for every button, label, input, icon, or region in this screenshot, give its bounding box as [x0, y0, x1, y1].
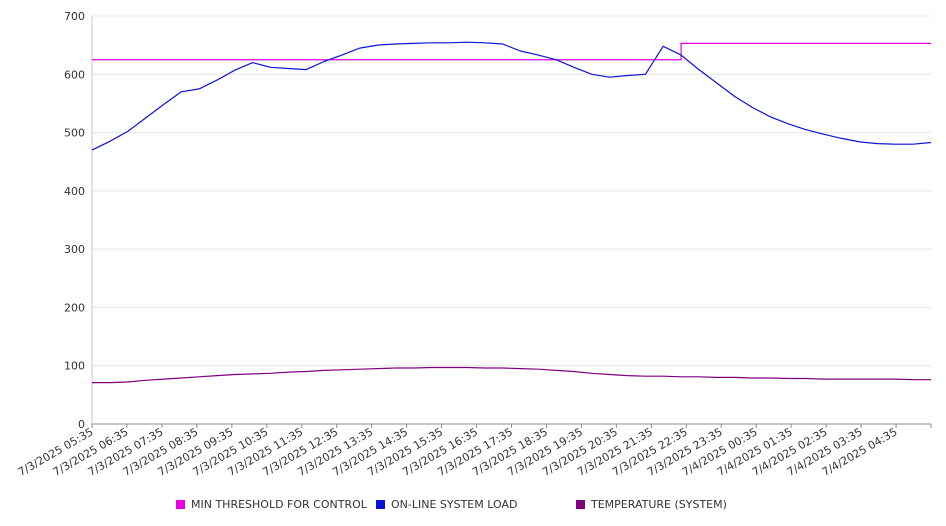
legend-label-system-load: ON-LINE SYSTEM LOAD — [391, 498, 518, 511]
legend-item-temperature: TEMPERATURE (SYSTEM) — [576, 498, 727, 511]
legend-swatch-system-load — [376, 500, 385, 509]
y-tick-label-0: 0 — [78, 418, 85, 431]
y-axis-tick-labels: 0 100 200 300 400 500 600 700 — [64, 10, 85, 431]
series-line-on-line-system-load — [91, 41, 932, 151]
legend-item-min-threshold: MIN THRESHOLD FOR CONTROL — [176, 498, 367, 511]
legend-swatch-min-threshold — [176, 500, 185, 509]
y-tick-label-200: 200 — [64, 301, 85, 314]
x-axis-tick-labels: 7/3/2025 05:357/3/2025 06:357/3/2025 07:… — [16, 425, 900, 479]
series-line-min-threshold-for-control — [92, 42, 931, 61]
legend-item-system-load: ON-LINE SYSTEM LOAD — [376, 498, 517, 511]
y-tick-label-500: 500 — [64, 127, 85, 140]
chart-legend: MIN THRESHOLD FOR CONTROL ON-LINE SYSTEM… — [0, 498, 946, 516]
y-tick-label-600: 600 — [64, 68, 85, 81]
y-tick-label-700: 700 — [64, 10, 85, 23]
legend-label-min-threshold: MIN THRESHOLD FOR CONTROL — [191, 498, 367, 511]
y-tick-label-400: 400 — [64, 185, 85, 198]
y-tick-label-300: 300 — [64, 243, 85, 256]
grid-lines — [92, 15, 931, 367]
series-lines — [91, 41, 932, 384]
legend-label-temperature: TEMPERATURE (SYSTEM) — [591, 498, 727, 511]
series-line-temperature-system — [92, 366, 931, 384]
y-tick-label-100: 100 — [64, 360, 85, 373]
legend-swatch-temperature — [576, 500, 585, 509]
chart-axes — [91, 16, 932, 428]
